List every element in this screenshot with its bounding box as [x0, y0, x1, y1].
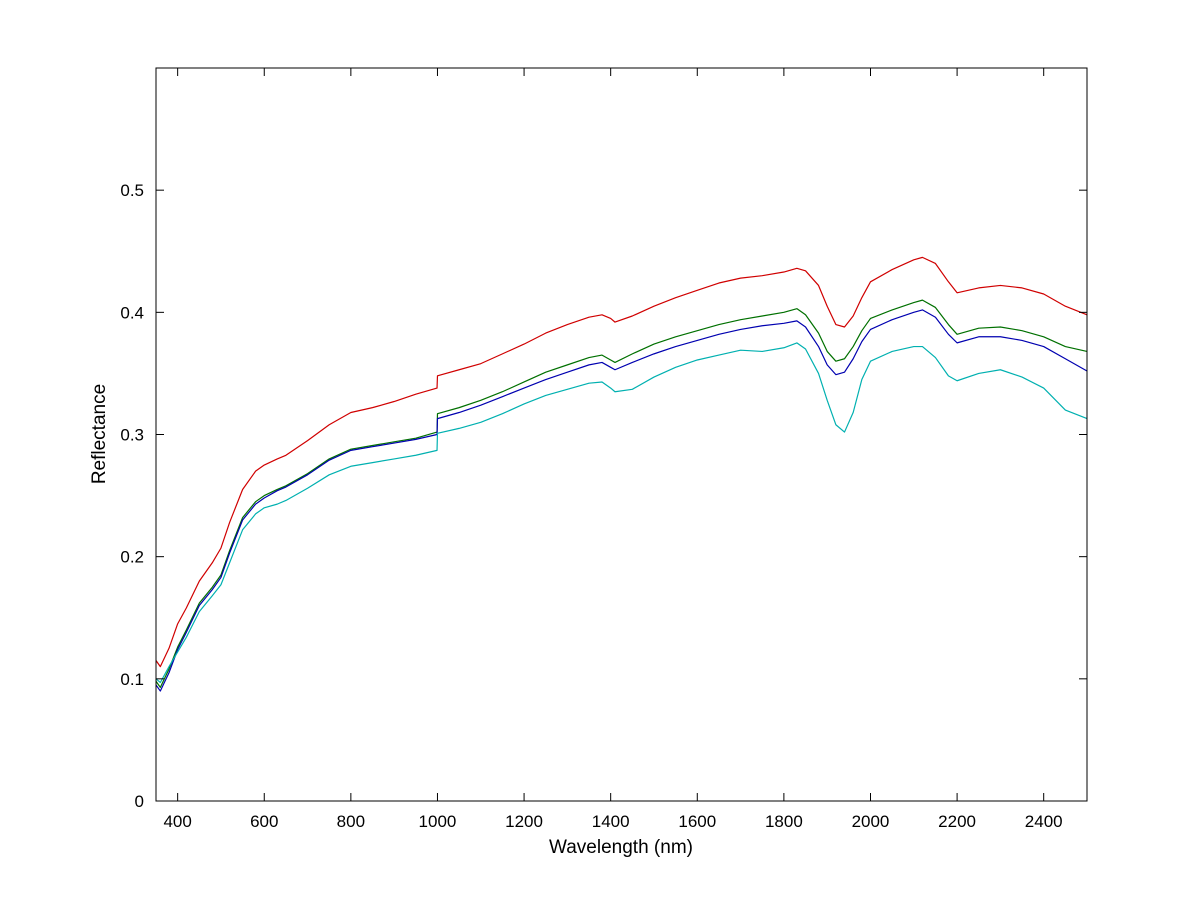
x-tick-label-400: 400	[163, 812, 191, 831]
y-tick-label-0.1: 0.1	[120, 670, 144, 689]
series-line-3	[155, 309, 1088, 692]
tick-layer: 400 600 800 1000 1200 1400 1600 1800 2000 2200 240…	[120, 68, 1087, 831]
y-tick-label-0.2: 0.2	[120, 548, 144, 567]
y-tick-label-0.4: 0.4	[120, 303, 144, 322]
y-axis-title: Reflectance	[89, 384, 110, 484]
x-tick-label-600: 600	[250, 812, 278, 831]
x-tick-label-2000: 2000	[852, 812, 890, 831]
y-tick-label-0: 0	[135, 792, 144, 811]
x-axis-title: Wavelength (nm)	[549, 837, 693, 858]
series-line-2	[155, 299, 1088, 688]
x-tick-label-2200: 2200	[938, 812, 976, 831]
x-tick-label-1600: 1600	[678, 812, 716, 831]
series-line-4	[155, 342, 1088, 684]
x-tick-label-1400: 1400	[592, 812, 630, 831]
x-tick-label-1200: 1200	[505, 812, 543, 831]
plot-area	[156, 68, 1087, 801]
y-tick-label-0.3: 0.3	[120, 426, 144, 445]
x-tick-label-1000: 1000	[419, 812, 457, 831]
series-line-1	[155, 256, 1088, 668]
series-layer	[155, 256, 1088, 692]
x-tick-label-1800: 1800	[765, 812, 803, 831]
x-tick-label-800: 800	[337, 812, 365, 831]
x-tick-label-2400: 2400	[1025, 812, 1063, 831]
y-tick-label-0.5: 0.5	[120, 181, 144, 200]
